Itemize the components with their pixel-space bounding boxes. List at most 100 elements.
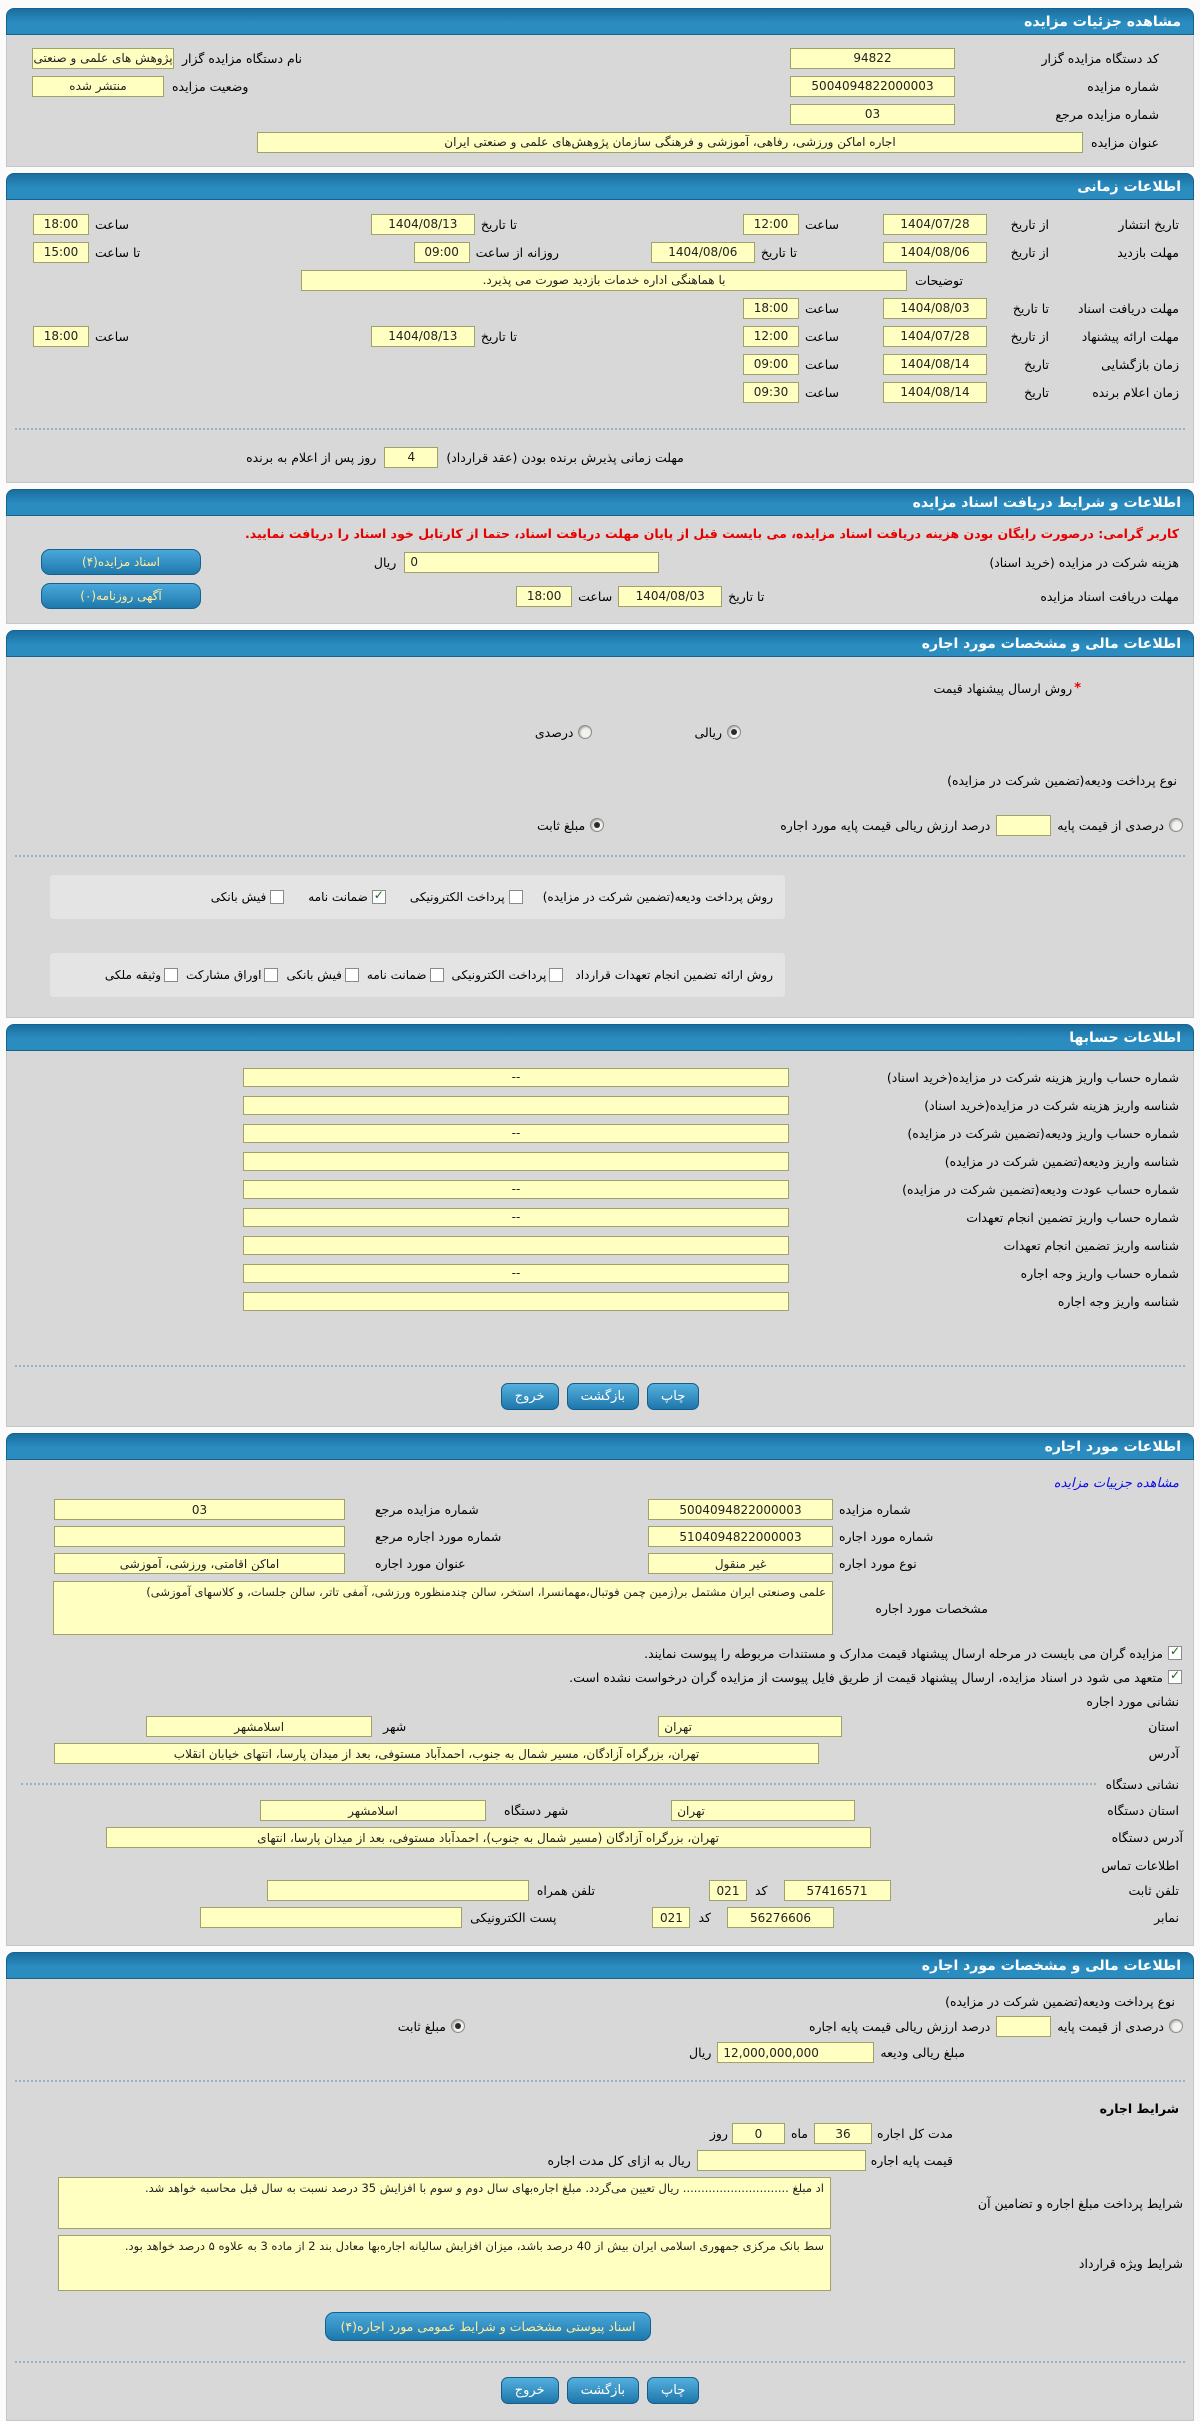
publish-from-time-input[interactable]: 12:00 xyxy=(742,213,799,235)
pledge-days-input[interactable]: 4 xyxy=(384,446,439,468)
guarantee-letter-checkbox[interactable] xyxy=(371,888,386,904)
auction-number-input[interactable]: 5004094822000003 xyxy=(648,1499,833,1520)
print-button[interactable]: چاپ xyxy=(647,1383,700,1410)
landline-code-input[interactable]: 021 xyxy=(709,1880,747,1901)
rental-duration-days-input[interactable]: 0 xyxy=(731,2123,785,2144)
g-electronic-payment-checkbox[interactable] xyxy=(549,968,564,982)
rental-item-type-input[interactable]: غیر منقول xyxy=(648,1553,833,1574)
doc-deadline-date-input[interactable]: 1404/08/03 xyxy=(883,297,987,319)
back-button[interactable]: بازگشت xyxy=(566,2377,640,2404)
fixed-amount-label: مبلغ ثابت xyxy=(397,2018,446,2034)
offer-from-time-input[interactable]: 12:00 xyxy=(742,325,799,347)
percent-of-base-radio[interactable] xyxy=(1169,2019,1183,2033)
g-guarantee-letter-checkbox[interactable] xyxy=(429,968,444,982)
fixed-amount-radio[interactable] xyxy=(450,2019,465,2033)
account-row: شماره حساب واریز ودیعه(تضمین شرکت در مزا… xyxy=(7,1119,1193,1147)
account-row-input[interactable] xyxy=(243,1095,789,1115)
percent-of-base-input[interactable] xyxy=(996,2015,1052,2037)
account-row-input[interactable]: -- xyxy=(243,1263,789,1283)
auction-title-input[interactable]: اجاره اماکن ورزشی، رفاهی، آموزشی و فرهنگ… xyxy=(257,131,1084,153)
back-button[interactable]: بازگشت xyxy=(566,1383,640,1410)
g-participation-bonds-checkbox[interactable] xyxy=(264,968,279,982)
email-input[interactable] xyxy=(200,1907,463,1928)
rental-item-ref-input[interactable] xyxy=(54,1526,345,1547)
rental-item-specs-textarea[interactable]: علمی وصنعتی ایران مشتمل بر(زمین چمن فوتب… xyxy=(53,1581,833,1635)
no-attachment-required-checkbox[interactable] xyxy=(1168,1668,1182,1684)
percent-of-base-input[interactable] xyxy=(996,814,1052,836)
fixed-amount-radio[interactable] xyxy=(590,818,605,832)
winner-date-input[interactable]: 1404/08/14 xyxy=(883,381,987,403)
publish-to-time-input[interactable]: 18:00 xyxy=(33,213,89,235)
fax-code-input[interactable]: 021 xyxy=(652,1907,691,1928)
exit-button[interactable]: خروج xyxy=(500,2377,559,2404)
winner-announce-row: زمان اعلام برنده تاریخ 1404/08/14 ساعت 0… xyxy=(7,378,1193,406)
electronic-payment-checkbox[interactable] xyxy=(508,890,523,904)
city-input[interactable]: اسلامشهر xyxy=(146,1716,373,1737)
winner-time-input[interactable]: 09:30 xyxy=(742,381,799,403)
rental-duration-months-input[interactable]: 36 xyxy=(814,2123,873,2144)
org-address-input[interactable]: تهران، بزرگراه آزادگان (مسیر شمال به جنو… xyxy=(105,1827,871,1848)
province-input[interactable]: تهران xyxy=(658,1716,843,1737)
account-row-input[interactable]: -- xyxy=(243,1123,789,1143)
doc-receipt-deadline-time-input[interactable]: 18:00 xyxy=(516,585,573,607)
to-date-word: تا تاریخ xyxy=(760,244,797,260)
payment-terms-textarea[interactable]: اد مبلغ ............................. ری… xyxy=(58,2177,831,2229)
auction-ref-number-input[interactable]: 03 xyxy=(54,1499,345,1520)
publish-to-date-input[interactable]: 1404/08/13 xyxy=(370,213,475,235)
attach-documents-checkbox[interactable] xyxy=(1168,1644,1182,1660)
visit-to-date-input[interactable]: 1404/08/06 xyxy=(650,241,755,263)
view-auction-details-link[interactable]: مشاهده جزییات مزایده xyxy=(1053,1475,1179,1491)
deposit-amount-input[interactable]: 12,000,000,000 xyxy=(717,2042,875,2063)
opening-date-input[interactable]: 1404/08/14 xyxy=(883,353,987,375)
opening-time-input[interactable]: 09:00 xyxy=(742,353,799,375)
offer-to-date-input[interactable]: 1404/08/13 xyxy=(370,325,475,347)
percent-of-base-radio[interactable] xyxy=(1169,818,1183,832)
account-row-input[interactable]: -- xyxy=(243,1067,789,1087)
participation-fee-input[interactable]: 0 xyxy=(404,551,660,573)
auction-ref-number-input[interactable]: 03 xyxy=(790,103,955,125)
rial-option-radio[interactable] xyxy=(727,725,741,739)
exit-button[interactable]: خروج xyxy=(500,1383,559,1410)
offer-to-time-input[interactable]: 18:00 xyxy=(33,325,89,347)
rental-item-number-input[interactable]: 5104094822000003 xyxy=(648,1526,833,1547)
fax-input[interactable]: 56276606 xyxy=(727,1907,834,1928)
percent-option-radio[interactable] xyxy=(578,725,593,739)
auction-status-input[interactable]: منتشر شده xyxy=(32,75,164,97)
agency-code-input[interactable]: 94822 xyxy=(790,47,955,69)
visit-daily-from-input[interactable]: 09:00 xyxy=(413,241,470,263)
visit-from-date-input[interactable]: 1404/08/06 xyxy=(883,241,987,263)
winner-announce-label: زمان اعلام برنده xyxy=(1092,384,1179,400)
account-row-input[interactable] xyxy=(243,1291,789,1311)
bank-slip-checkbox[interactable] xyxy=(270,890,285,904)
special-contract-terms-textarea[interactable]: سط بانک مرکزی جمهوری اسلامی ایران بیش از… xyxy=(58,2235,831,2291)
auction-documents-button[interactable]: اسناد مزایده(۴) xyxy=(41,549,201,575)
offer-deadline-label: مهلت ارائه پیشنهاد xyxy=(1081,328,1179,344)
offer-from-date-input[interactable]: 1404/07/28 xyxy=(883,325,987,347)
account-row-input[interactable]: -- xyxy=(243,1207,789,1227)
account-row-input[interactable] xyxy=(243,1151,789,1171)
agency-name-input[interactable]: پژوهش های علمی و صنعتی xyxy=(32,47,174,69)
doc-receipt-deadline-date-input[interactable]: 1404/08/03 xyxy=(618,585,723,607)
visit-daily-to-input[interactable]: 15:00 xyxy=(33,241,89,263)
rental-item-title-input[interactable]: اماکن اقامتی، ورزشی، آموزشی xyxy=(54,1553,345,1574)
code-word: کد xyxy=(698,1910,711,1925)
newspaper-ad-button[interactable]: آگهی روزنامه(۰) xyxy=(41,583,201,609)
auction-number-input[interactable]: 5004094822000003 xyxy=(790,75,955,97)
account-row-input[interactable]: -- xyxy=(243,1179,789,1199)
account-row-label: شناسه واریز ودیعه(تضمین شرکت در مزایده) xyxy=(944,1153,1179,1169)
org-province-input[interactable]: تهران xyxy=(671,1800,856,1821)
landline-input[interactable]: 57416571 xyxy=(783,1880,891,1901)
org-city-input[interactable]: اسلامشهر xyxy=(260,1800,487,1821)
doc-deadline-time-input[interactable]: 18:00 xyxy=(742,297,799,319)
attached-documents-button[interactable]: اسناد پیوستی مشخصات و شرایط عمومی مورد ا… xyxy=(325,2312,651,2341)
account-row: شناسه واریز تضمین انجام تعهدات xyxy=(7,1231,1193,1259)
g-bank-slip-checkbox[interactable] xyxy=(344,968,359,982)
g-property-collateral-checkbox[interactable] xyxy=(164,968,179,982)
publish-from-date-input[interactable]: 1404/07/28 xyxy=(883,213,987,235)
mobile-input[interactable] xyxy=(266,1880,529,1901)
notes-input[interactable]: با هماهنگی اداره خدمات بازدید صورت می پذ… xyxy=(301,269,908,291)
address-input[interactable]: تهران، بزرگراه آزادگان، مسیر شمال به جنو… xyxy=(54,1743,819,1764)
print-button[interactable]: چاپ xyxy=(647,2377,700,2404)
base-rent-price-input[interactable] xyxy=(696,2150,866,2171)
account-row-input[interactable] xyxy=(243,1235,789,1255)
